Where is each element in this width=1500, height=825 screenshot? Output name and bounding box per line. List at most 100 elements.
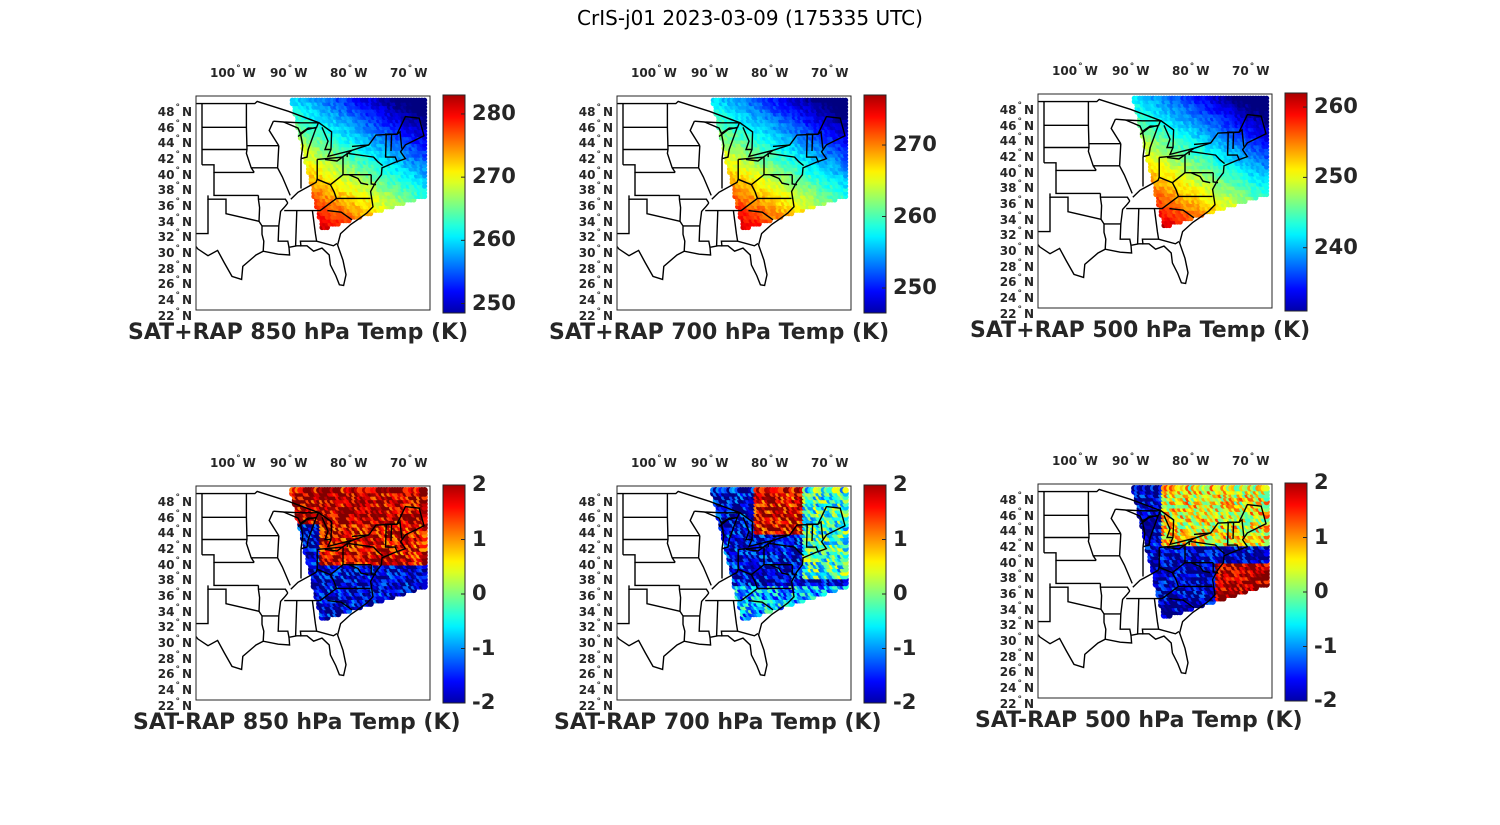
lat-tick-label: 30° N bbox=[999, 242, 1034, 259]
lat-tick-label: 24° N bbox=[578, 291, 613, 308]
state-borders bbox=[196, 100, 425, 287]
lat-tick-label: 30° N bbox=[578, 244, 613, 261]
lat-tick-label: 38° N bbox=[578, 181, 613, 198]
lake-shore bbox=[324, 149, 353, 162]
obs-point bbox=[422, 97, 428, 103]
lake-shore bbox=[1163, 125, 1173, 149]
lake-shore bbox=[1141, 125, 1160, 158]
lon-tick-label: 80° W bbox=[330, 64, 368, 80]
coastline bbox=[1038, 98, 1267, 285]
observation-points bbox=[710, 97, 849, 231]
map-frame bbox=[195, 95, 431, 311]
state-boundary bbox=[317, 156, 344, 161]
colorbar-tick-label: 250 bbox=[1314, 164, 1358, 189]
state-boundary bbox=[634, 172, 680, 197]
lon-tick-label: 80° W bbox=[1172, 62, 1210, 78]
lat-tick-label: 46° N bbox=[578, 118, 613, 135]
colorbar-gradient bbox=[863, 94, 887, 314]
state-boundary bbox=[1118, 143, 1133, 194]
lake-shore bbox=[351, 144, 369, 148]
state-boundary bbox=[1158, 238, 1180, 245]
state-boundary bbox=[316, 240, 338, 247]
state-boundary bbox=[666, 103, 676, 173]
state-boundary bbox=[1226, 132, 1241, 161]
state-boundary bbox=[278, 202, 289, 226]
lake-shore bbox=[745, 149, 774, 162]
lat-tick-label: 22° N bbox=[999, 304, 1034, 321]
panel-title: SAT+RAP 500 hPa Temp (K) bbox=[970, 318, 1311, 343]
lake-shore bbox=[772, 144, 790, 148]
colorbar-tick-label: 260 bbox=[472, 227, 516, 252]
state-boundary bbox=[327, 209, 353, 221]
lake-shore bbox=[1193, 142, 1211, 146]
state-boundary bbox=[1038, 197, 1051, 233]
lat-tick-label: 32° N bbox=[578, 228, 613, 245]
state-boundary bbox=[348, 174, 369, 186]
lat-tick-label: 24° N bbox=[157, 291, 192, 308]
lake-shore bbox=[720, 127, 739, 160]
lake-shore bbox=[299, 127, 318, 160]
state-boundary bbox=[738, 156, 765, 161]
lat-tick-label: 22° N bbox=[578, 306, 613, 323]
colorbar-gradient bbox=[1284, 92, 1308, 312]
state-boundary bbox=[1049, 193, 1102, 220]
state-boundary bbox=[1104, 223, 1132, 246]
lon-tick-label: 100° W bbox=[1052, 62, 1098, 78]
lat-tick-label: 26° N bbox=[999, 273, 1034, 290]
state-boundary bbox=[1141, 208, 1160, 245]
state-boundary bbox=[1212, 172, 1219, 184]
state-boundary bbox=[617, 199, 630, 235]
state-boundary bbox=[1169, 207, 1195, 219]
lake-shore bbox=[321, 127, 331, 151]
colorbar-tick-label: 260 bbox=[1314, 94, 1358, 119]
state-boundary bbox=[245, 103, 255, 173]
state-boundary bbox=[384, 134, 399, 163]
lat-tick-label: 34° N bbox=[578, 212, 613, 229]
state-boundary bbox=[213, 172, 259, 197]
lat-tick-label: 42° N bbox=[157, 150, 192, 167]
lat-tick-label: 36° N bbox=[999, 195, 1034, 212]
lat-tick-label: 28° N bbox=[157, 259, 192, 276]
map-panel-sat-rap-diff-850: 100° W 90° W 80° W 70° W 48° N 46° N 44° N 42° N 40° N 38°… bbox=[128, 450, 508, 740]
lat-tick-label: 22° N bbox=[157, 306, 192, 323]
state-boundary bbox=[791, 174, 798, 186]
state-boundary bbox=[257, 195, 265, 252]
lon-tick-label: 70° W bbox=[390, 64, 428, 80]
state-boundary bbox=[258, 198, 289, 204]
state-boundary bbox=[196, 199, 209, 235]
lat-tick-label: 40° N bbox=[157, 165, 192, 182]
lat-tick-label: 38° N bbox=[999, 179, 1034, 196]
state-boundary bbox=[811, 134, 814, 152]
lat-tick-label: 46° N bbox=[157, 118, 192, 135]
lat-tick-label: 40° N bbox=[999, 163, 1034, 180]
colorbar bbox=[863, 94, 887, 314]
state-boundary bbox=[1044, 162, 1097, 172]
lat-tick-label: 36° N bbox=[157, 197, 192, 214]
colorbar bbox=[1284, 92, 1308, 312]
colorbar-gradient bbox=[442, 94, 466, 314]
lon-tick-label: 100° W bbox=[631, 64, 677, 80]
state-boundary bbox=[705, 197, 792, 212]
colorbar-tick-label: 270 bbox=[472, 164, 516, 189]
lon-tick-label: 100° W bbox=[210, 64, 256, 80]
lon-tick-label: 70° W bbox=[811, 64, 849, 80]
colorbar-tick-label: 240 bbox=[1314, 234, 1358, 259]
state-boundary bbox=[704, 121, 723, 134]
state-boundary bbox=[697, 145, 712, 196]
map-plot bbox=[616, 95, 852, 311]
state-boundary bbox=[276, 145, 291, 196]
state-boundary bbox=[283, 121, 302, 134]
state-boundary bbox=[699, 202, 710, 226]
lon-tick-label: 80° W bbox=[751, 64, 789, 80]
state-borders bbox=[1038, 98, 1267, 285]
state-boundary bbox=[370, 174, 377, 186]
state-boundary bbox=[1110, 118, 1122, 145]
lat-tick-label: 28° N bbox=[578, 259, 613, 276]
map-frame bbox=[616, 95, 852, 311]
state-boundary bbox=[679, 198, 710, 204]
state-boundary bbox=[329, 174, 344, 186]
map-plot bbox=[195, 95, 431, 311]
obs-point bbox=[843, 97, 849, 103]
panel-title: SAT+RAP 850 hPa Temp (K) bbox=[128, 320, 469, 345]
lat-tick-label: 32° N bbox=[157, 228, 192, 245]
